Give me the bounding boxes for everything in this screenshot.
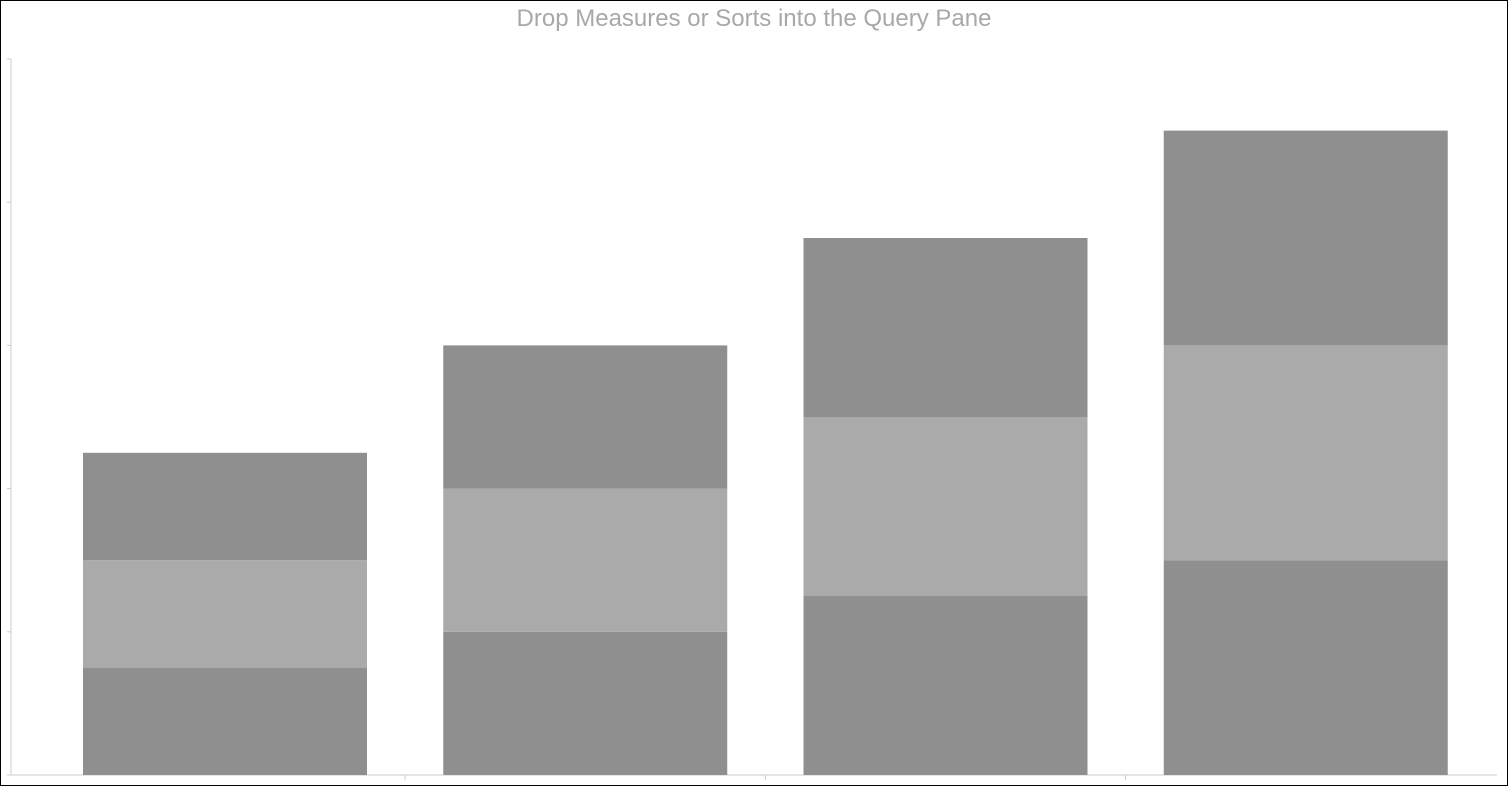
bar-segment: [1163, 560, 1448, 775]
bar-segment: [83, 452, 367, 561]
bar-segment: [443, 631, 728, 775]
bar-segment: [1163, 130, 1448, 346]
bar-segment: [1163, 345, 1448, 561]
bar-segment: [443, 488, 728, 632]
bar-segment: [803, 238, 1088, 417]
chart-title: Drop Measures or Sorts into the Query Pa…: [516, 5, 992, 32]
bar-segment: [83, 667, 367, 775]
bar-segment: [803, 417, 1088, 596]
bar-segment: [803, 596, 1088, 775]
bar-segment: [83, 560, 367, 668]
bar-segment: [443, 345, 728, 489]
